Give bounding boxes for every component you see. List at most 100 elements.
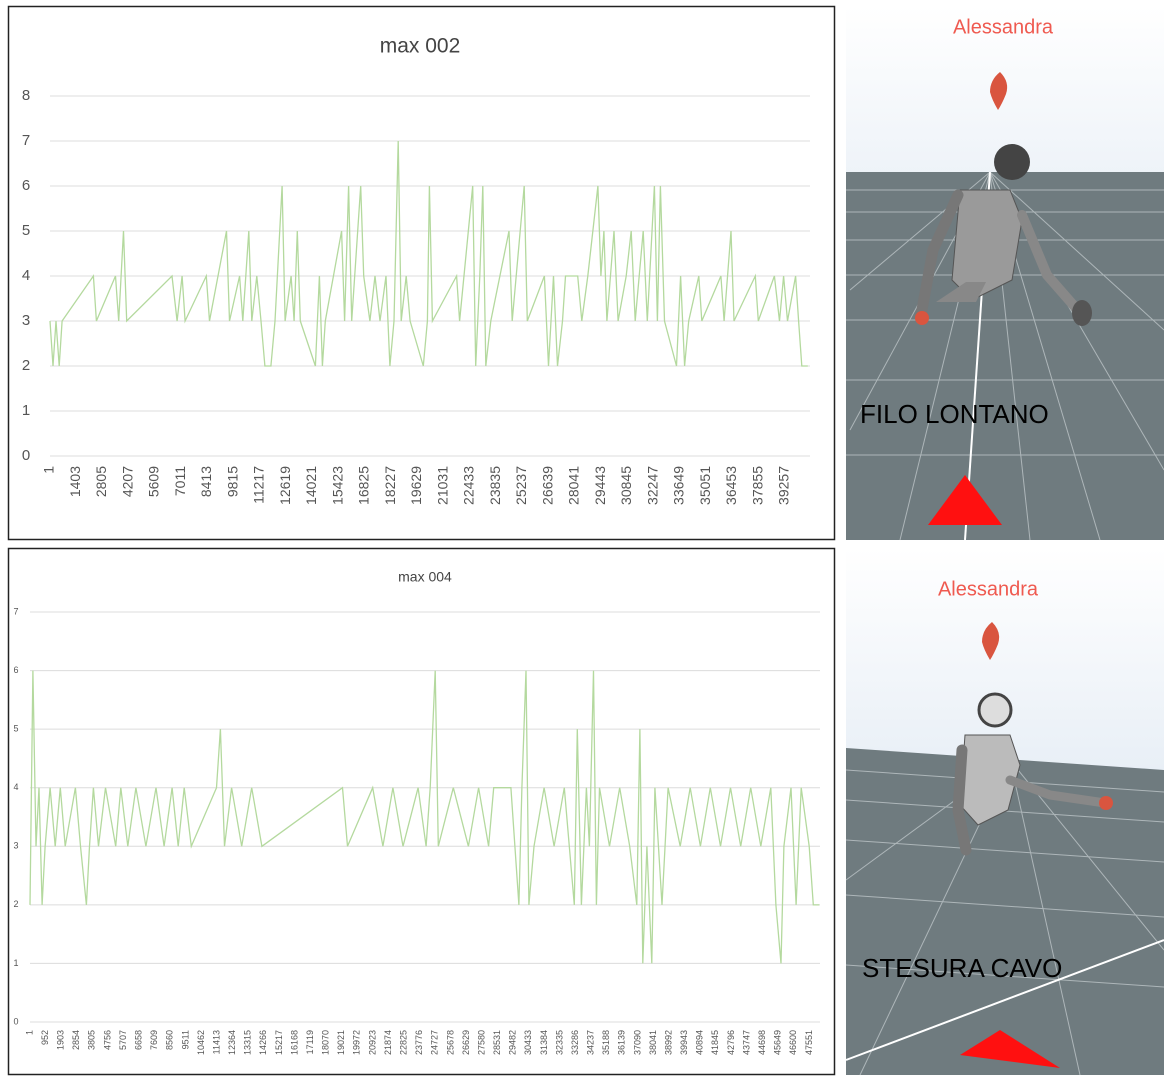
x-tick-label: 29443 — [592, 466, 608, 505]
x-tick-label: 21031 — [434, 466, 450, 505]
x-tick-label: 47551 — [804, 1030, 814, 1055]
chart-title: max 002 — [380, 35, 461, 58]
x-tick-label: 17119 — [305, 1030, 315, 1054]
x-tick-label: 1403 — [67, 466, 83, 497]
x-tick-label: 15423 — [329, 466, 345, 505]
x-tick-label: 4756 — [102, 1030, 112, 1050]
x-tick-label: 8560 — [165, 1030, 175, 1050]
x-tick-label: 46600 — [788, 1030, 798, 1055]
x-tick-label: 1 — [41, 466, 57, 474]
chart-title: max 004 — [398, 569, 452, 585]
x-tick-label: 24727 — [430, 1030, 440, 1055]
scene-user: Alessandra — [953, 16, 1054, 38]
x-tick-label: 44698 — [757, 1030, 767, 1055]
x-tick-label: 27580 — [476, 1030, 486, 1055]
x-tick-label: 20923 — [367, 1030, 377, 1055]
x-tick-label: 28041 — [566, 466, 582, 505]
x-tick-label: 43747 — [741, 1030, 751, 1055]
x-tick-label: 18227 — [382, 466, 398, 505]
y-tick-label: 1 — [22, 402, 30, 419]
x-tick-label: 45649 — [773, 1030, 783, 1055]
x-tick-label: 16168 — [289, 1030, 299, 1055]
x-tick-label: 952 — [40, 1030, 50, 1045]
x-tick-label: 5707 — [118, 1030, 128, 1050]
x-tick-label: 35188 — [601, 1030, 611, 1055]
x-tick-label: 16825 — [356, 466, 372, 505]
x-tick-label: 1903 — [56, 1030, 66, 1050]
x-tick-label: 2805 — [93, 466, 109, 497]
x-tick-label: 9511 — [180, 1030, 190, 1049]
x-tick-label: 34237 — [585, 1030, 595, 1055]
x-tick-label: 12364 — [227, 1030, 237, 1055]
y-tick-label: 7 — [22, 132, 30, 149]
y-tick-label: 1 — [13, 958, 18, 968]
y-tick-label: 6 — [22, 177, 30, 194]
x-tick-label: 18070 — [321, 1030, 331, 1055]
x-tick-label: 22433 — [461, 466, 477, 505]
x-tick-label: 28531 — [492, 1030, 502, 1055]
x-tick-label: 15217 — [274, 1030, 284, 1055]
x-tick-label: 22825 — [398, 1030, 408, 1055]
chart-frame — [7, 5, 836, 541]
x-tick-label: 3805 — [87, 1030, 97, 1050]
x-tick-label: 4207 — [119, 466, 135, 497]
y-tick-label: 3 — [22, 312, 30, 329]
y-tick-label: 0 — [22, 447, 30, 464]
scene-user: Alessandra — [938, 578, 1039, 600]
scene-label: STESURA CAVO — [862, 953, 1062, 983]
x-tick-label: 38992 — [663, 1030, 673, 1055]
x-tick-label: 23776 — [414, 1030, 424, 1055]
x-tick-label: 19021 — [336, 1030, 346, 1055]
x-tick-label: 39943 — [679, 1030, 689, 1055]
y-tick-label: 7 — [13, 606, 18, 616]
x-tick-label: 42796 — [726, 1030, 736, 1055]
scene-view — [845, 548, 1164, 1076]
x-tick-label: 14266 — [258, 1030, 268, 1055]
x-tick-label: 29482 — [508, 1030, 518, 1055]
x-tick-label: 11217 — [251, 466, 267, 504]
x-tick-label: 1 — [24, 1030, 34, 1035]
x-tick-label: 41845 — [710, 1030, 720, 1055]
x-tick-label: 19972 — [352, 1030, 362, 1055]
y-tick-label: 5 — [13, 724, 18, 734]
scene-label: FILO LONTANO — [860, 399, 1049, 429]
x-tick-label: 7011 — [172, 466, 188, 496]
x-tick-label: 33649 — [671, 466, 687, 505]
x-tick-label: 35051 — [697, 466, 713, 505]
y-tick-label: 4 — [22, 267, 30, 284]
data-line — [49, 140, 808, 367]
x-tick-label: 25237 — [513, 466, 529, 505]
x-tick-label: 36139 — [617, 1030, 627, 1055]
x-tick-label: 10462 — [196, 1030, 206, 1055]
x-tick-label: 25678 — [445, 1030, 455, 1055]
data-line — [29, 670, 820, 964]
x-tick-label: 26639 — [539, 466, 555, 505]
scene-view — [846, 6, 1164, 541]
x-tick-label: 26629 — [461, 1030, 471, 1055]
x-tick-label: 30845 — [618, 466, 634, 505]
x-tick-label: 11413 — [211, 1030, 221, 1054]
x-tick-label: 19629 — [408, 466, 424, 505]
y-tick-label: 2 — [22, 357, 30, 374]
x-tick-label: 31384 — [539, 1030, 549, 1055]
x-tick-label: 30433 — [523, 1030, 533, 1055]
y-tick-label: 4 — [13, 782, 18, 792]
x-tick-label: 37090 — [632, 1030, 642, 1055]
x-tick-label: 5609 — [146, 466, 162, 497]
x-tick-label: 23835 — [487, 466, 503, 505]
x-tick-label: 37855 — [749, 466, 765, 505]
x-tick-label: 7609 — [149, 1030, 159, 1050]
y-tick-label: 0 — [13, 1016, 18, 1026]
x-tick-label: 2854 — [71, 1030, 81, 1050]
y-tick-label: 6 — [13, 665, 18, 675]
x-tick-label: 39257 — [776, 466, 792, 505]
x-tick-label: 14021 — [303, 466, 319, 505]
x-tick-label: 9815 — [224, 466, 240, 497]
x-tick-label: 40894 — [695, 1030, 705, 1055]
y-tick-label: 2 — [13, 899, 18, 909]
y-tick-label: 5 — [22, 222, 30, 239]
x-tick-label: 32247 — [644, 466, 660, 505]
y-tick-label: 3 — [13, 841, 18, 851]
x-tick-label: 33286 — [570, 1030, 580, 1055]
